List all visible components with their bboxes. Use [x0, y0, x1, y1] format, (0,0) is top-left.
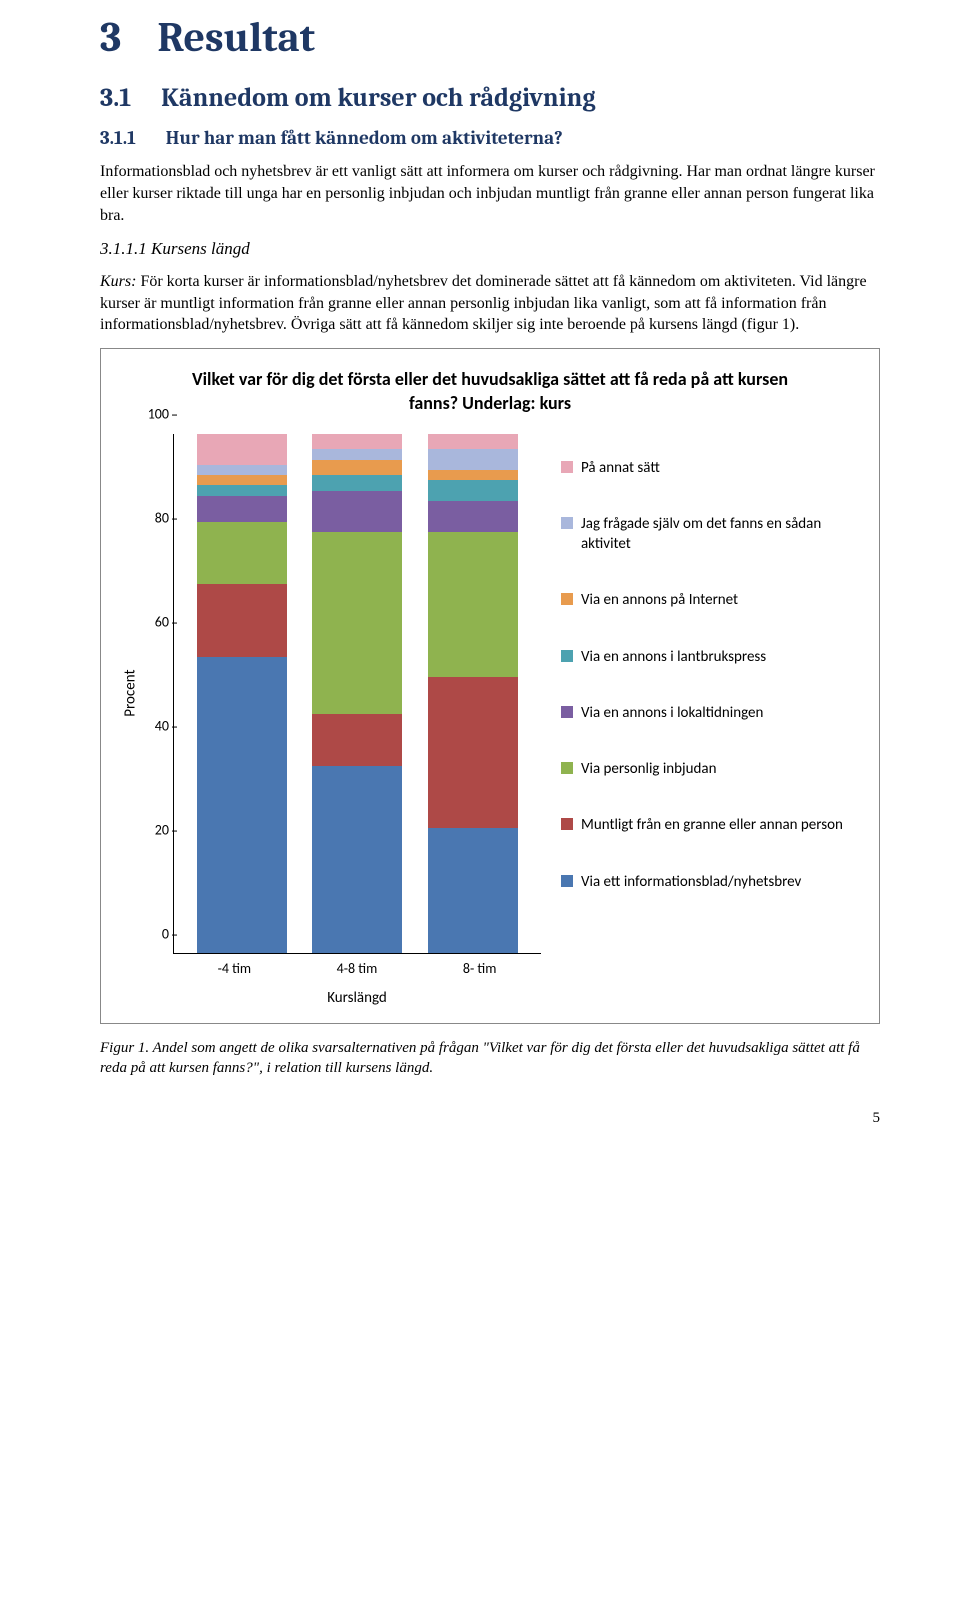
legend-item: Jag frågade själv om det fanns en sådan … — [561, 514, 859, 555]
y-tick: 20 — [155, 821, 169, 840]
y-axis-label: Procent — [121, 434, 141, 954]
legend-swatch — [561, 517, 573, 529]
legend-item: Muntligt från en granne eller annan pers… — [561, 815, 859, 835]
chart-title: Vilket var för dig det första eller det … — [180, 367, 800, 416]
bar-segment-annat — [312, 434, 402, 450]
legend-label: Muntligt från en granne eller annan pers… — [581, 815, 843, 835]
bar-segment-lantbruk — [197, 485, 287, 495]
heading-3: 3.1.1 Hur har man fått kännedom om aktiv… — [100, 126, 880, 152]
legend-label: Via en annons på Internet — [581, 590, 738, 610]
bar-segment-annat — [197, 434, 287, 465]
legend-label: Via ett informationsblad/nyhetsbrev — [581, 872, 801, 892]
h1-num: 3 — [100, 10, 121, 67]
legend-item: Via ett informationsblad/nyhetsbrev — [561, 872, 859, 892]
bar-segment-lantbruk — [428, 480, 518, 501]
paragraph-kurs: Kurs: För korta kurser är informationsbl… — [100, 271, 880, 336]
bar — [312, 434, 402, 953]
legend-swatch — [561, 650, 573, 662]
legend-swatch — [561, 762, 573, 774]
chart-plot-column: Procent 020406080100 -4 tim4-8 tim8- tim… — [121, 434, 541, 1009]
bar — [197, 434, 287, 953]
bar — [428, 434, 518, 953]
plot-area — [173, 434, 541, 954]
legend-label: Via en annons i lokaltidningen — [581, 703, 763, 723]
legend-item: På annat sätt — [561, 458, 859, 478]
page-number: 5 — [100, 1108, 880, 1128]
bar-segment-fragade — [428, 449, 518, 470]
legend-item: Via personlig inbjudan — [561, 759, 859, 779]
h1-text: Resultat — [157, 10, 315, 67]
bar-segment-infoblad — [312, 766, 402, 953]
legend-swatch — [561, 593, 573, 605]
bar-segment-internet — [428, 470, 518, 480]
bar-segment-fragade — [312, 449, 402, 459]
legend-label: På annat sätt — [581, 458, 660, 478]
x-axis-label: Kurslängd — [173, 978, 541, 1008]
chart-container: Vilket var för dig det första eller det … — [100, 348, 880, 1024]
paragraph-intro: Informationsblad och nyhetsbrev är ett v… — [100, 161, 880, 226]
x-label: 8- tim — [435, 960, 525, 979]
heading-4: 3.1.1.1 Kursens längd — [100, 238, 880, 261]
y-tick: 60 — [155, 613, 169, 632]
heading-1: 3 Resultat — [100, 10, 880, 67]
h3-num: 3.1.1 — [100, 126, 136, 152]
y-tick: 0 — [162, 925, 169, 944]
h2-text: Kännedom om kurser och rådgivning — [161, 81, 595, 116]
legend-item: Via en annons på Internet — [561, 590, 859, 610]
x-labels: -4 tim 4-8 tim 8- tim — [173, 954, 541, 979]
bar-segment-fragade — [197, 465, 287, 475]
figure-caption: Figur 1. Andel som angett de olika svars… — [100, 1038, 880, 1079]
bar-segment-lokal — [197, 496, 287, 522]
x-label: 4-8 tim — [312, 960, 402, 979]
bar-segment-inbjudan — [312, 532, 402, 714]
bar-segment-lokal — [312, 491, 402, 533]
y-ticks: 020406080100 — [141, 434, 173, 954]
y-tick: 100 — [148, 405, 169, 424]
legend-swatch — [561, 818, 573, 830]
bar-segment-muntligt — [312, 714, 402, 766]
kurs-body: För korta kurser är informationsblad/nyh… — [100, 273, 867, 333]
chart-legend: På annat sätt Jag frågade själv om det fa… — [561, 434, 859, 892]
legend-label: Via personlig inbjudan — [581, 759, 716, 779]
bar-segment-lantbruk — [312, 475, 402, 491]
bar-segment-internet — [312, 460, 402, 476]
y-tick: 40 — [155, 717, 169, 736]
bar-segment-inbjudan — [428, 532, 518, 677]
chart-body: Procent 020406080100 -4 tim4-8 tim8- tim… — [121, 434, 859, 1009]
bar-segment-muntligt — [428, 677, 518, 828]
bar-segment-infoblad — [197, 657, 287, 953]
legend-swatch — [561, 461, 573, 473]
legend-label: Jag frågade själv om det fanns en sådan … — [581, 514, 859, 555]
legend-item: Via en annons i lantbrukspress — [561, 647, 859, 667]
bar-segment-inbjudan — [197, 522, 287, 584]
legend-label: Via en annons i lantbrukspress — [581, 647, 766, 667]
legend-item: Via en annons i lokaltidningen — [561, 703, 859, 723]
bars-group — [174, 434, 541, 953]
bar-segment-lokal — [428, 501, 518, 532]
y-tick: 80 — [155, 509, 169, 528]
heading-2: 3.1 Kännedom om kurser och rådgivning — [100, 81, 880, 116]
h3-text: Hur har man fått kännedom om aktiviteter… — [166, 126, 563, 152]
y-axis-label-text: Procent — [121, 670, 141, 717]
legend-swatch — [561, 875, 573, 887]
x-label: -4 tim — [189, 960, 279, 979]
legend-swatch — [561, 706, 573, 718]
bar-segment-annat — [428, 434, 518, 450]
bar-segment-internet — [197, 475, 287, 485]
kurs-label: Kurs: — [100, 273, 136, 290]
h2-num: 3.1 — [100, 81, 131, 116]
bar-segment-infoblad — [428, 828, 518, 953]
chart-plot: Procent 020406080100 — [121, 434, 541, 954]
bar-segment-muntligt — [197, 584, 287, 657]
